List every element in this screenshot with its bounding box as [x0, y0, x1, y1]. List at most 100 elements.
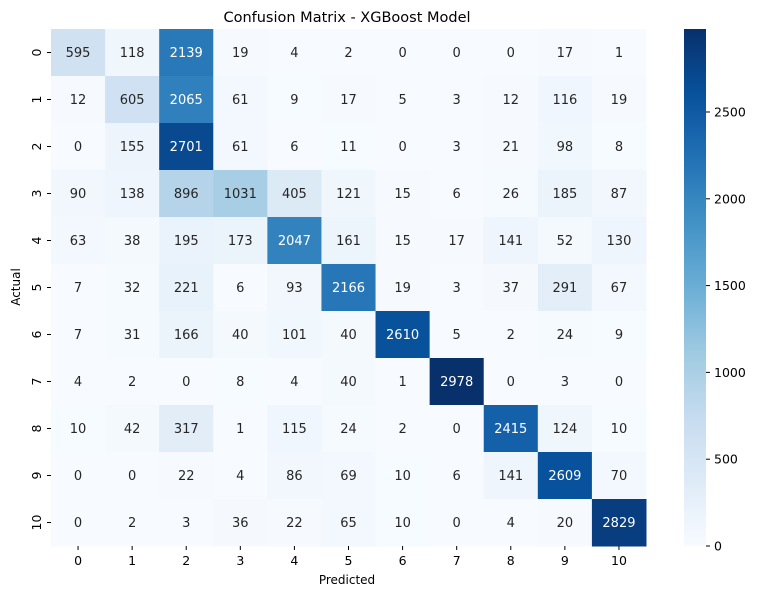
cell-value-label: 118	[120, 46, 145, 61]
cell-value-label: 2978	[440, 375, 473, 390]
cell-value-label: 70	[611, 469, 628, 484]
y-tick-label: 8	[29, 424, 44, 432]
heatmap-cell	[483, 499, 539, 547]
x-tick-label: 7	[453, 553, 461, 568]
cell-value-label: 2	[128, 516, 136, 531]
heatmap-cell	[159, 170, 214, 218]
cell-value-label: 2701	[170, 140, 203, 155]
cell-value-label: 130	[607, 234, 632, 249]
heatmap-cell	[375, 405, 431, 453]
colorbar-tick-label: 1000	[714, 365, 746, 380]
cell-value-label: 3	[453, 281, 461, 296]
cell-value-label: 3	[182, 516, 190, 531]
heatmap-cell-labels: 595 118 2139 19 4 2 0 0 0 17 112 605 2065 61 9 17 5 3 12 11…	[66, 46, 636, 531]
x-tick-label: 3	[236, 553, 244, 568]
cell-value-label: 8	[236, 375, 244, 390]
colorbar-tick-label: 1500	[714, 278, 746, 293]
cell-value-label: 38	[124, 234, 141, 249]
cell-value-label: 3	[453, 93, 461, 108]
cell-value-label: 17	[448, 234, 465, 249]
heatmap-cell	[429, 452, 485, 500]
heatmap-cell	[51, 170, 106, 218]
cell-value-label: 195	[174, 234, 199, 249]
heatmap-cell	[591, 358, 647, 406]
heatmap-cell	[105, 499, 160, 547]
cell-value-label: 317	[174, 422, 199, 437]
cell-value-label: 124	[552, 422, 577, 437]
cell-value-label: 15	[394, 234, 411, 249]
heatmap-cell	[375, 76, 431, 124]
cell-value-label: 67	[611, 281, 628, 296]
cell-value-label: 166	[174, 328, 199, 343]
y-tick-label: 2	[29, 143, 44, 151]
heatmap-cell	[375, 358, 431, 406]
heatmap-cell	[483, 405, 539, 453]
heatmap-cell	[375, 29, 431, 77]
cell-value-label: 61	[232, 140, 249, 155]
cell-value-label: 185	[552, 187, 577, 202]
cell-value-label: 22	[178, 469, 195, 484]
heatmap-cell	[429, 311, 485, 359]
cell-value-label: 896	[174, 187, 199, 202]
cell-value-label: 0	[74, 516, 82, 531]
heatmap-cell	[375, 311, 431, 359]
cell-value-label: 5	[398, 93, 406, 108]
cell-value-label: 2610	[386, 328, 419, 343]
heatmap-cell	[429, 29, 485, 77]
heatmap-cell	[591, 217, 647, 265]
heatmap-cell	[537, 123, 593, 171]
heatmap-cell	[537, 76, 593, 124]
cell-value-label: 0	[507, 375, 515, 390]
heatmap-cell	[159, 123, 214, 171]
x-tick-label: 1	[128, 553, 136, 568]
heatmap-cell	[51, 499, 106, 547]
heatmap-cell	[537, 311, 593, 359]
heatmap-cell	[321, 405, 377, 453]
cell-value-label: 87	[611, 187, 628, 202]
x-axis-label: Predicted	[319, 573, 375, 587]
heatmap-cell	[429, 76, 485, 124]
heatmap-cell	[375, 123, 431, 171]
cell-value-label: 6	[453, 187, 461, 202]
x-tick-label: 2	[182, 553, 190, 568]
heatmap-cell	[213, 76, 268, 124]
cell-value-label: 2	[344, 46, 352, 61]
cell-value-label: 20	[557, 516, 574, 531]
heatmap-cell	[483, 170, 539, 218]
heatmap-cell	[159, 452, 214, 500]
heatmap-cell	[51, 29, 106, 77]
cell-value-label: 0	[615, 375, 623, 390]
cell-value-label: 141	[498, 469, 523, 484]
cell-value-label: 221	[174, 281, 199, 296]
x-tick-label: 5	[345, 553, 353, 568]
heatmap-cell	[429, 170, 485, 218]
cell-value-label: 595	[66, 46, 91, 61]
cell-value-label: 0	[453, 46, 461, 61]
heatmap-cell	[51, 311, 106, 359]
cell-value-label: 63	[70, 234, 87, 249]
y-tick-label: 1	[29, 96, 44, 104]
heatmap-cell	[591, 170, 647, 218]
heatmap-cell	[429, 405, 485, 453]
heatmap-cell	[267, 311, 322, 359]
cell-value-label: 1	[615, 46, 623, 61]
x-tick-label: 6	[399, 553, 407, 568]
heatmap-cell	[213, 405, 268, 453]
cell-value-label: 61	[232, 93, 249, 108]
cell-value-label: 40	[340, 328, 357, 343]
cell-value-label: 161	[336, 234, 361, 249]
heatmap-cell	[267, 358, 322, 406]
heatmap-cell	[105, 405, 160, 453]
cell-value-label: 138	[120, 187, 145, 202]
cell-value-label: 19	[611, 93, 628, 108]
heatmap-cell	[537, 499, 593, 547]
cell-value-label: 31	[124, 328, 141, 343]
cell-value-label: 4	[236, 469, 244, 484]
cell-value-label: 2	[128, 375, 136, 390]
heatmap-cell	[483, 358, 539, 406]
heatmap-cell	[591, 76, 647, 124]
cell-value-label: 115	[282, 422, 307, 437]
cell-value-label: 4	[290, 46, 298, 61]
heatmap-cell	[51, 217, 106, 265]
cell-value-label: 2829	[602, 516, 635, 531]
